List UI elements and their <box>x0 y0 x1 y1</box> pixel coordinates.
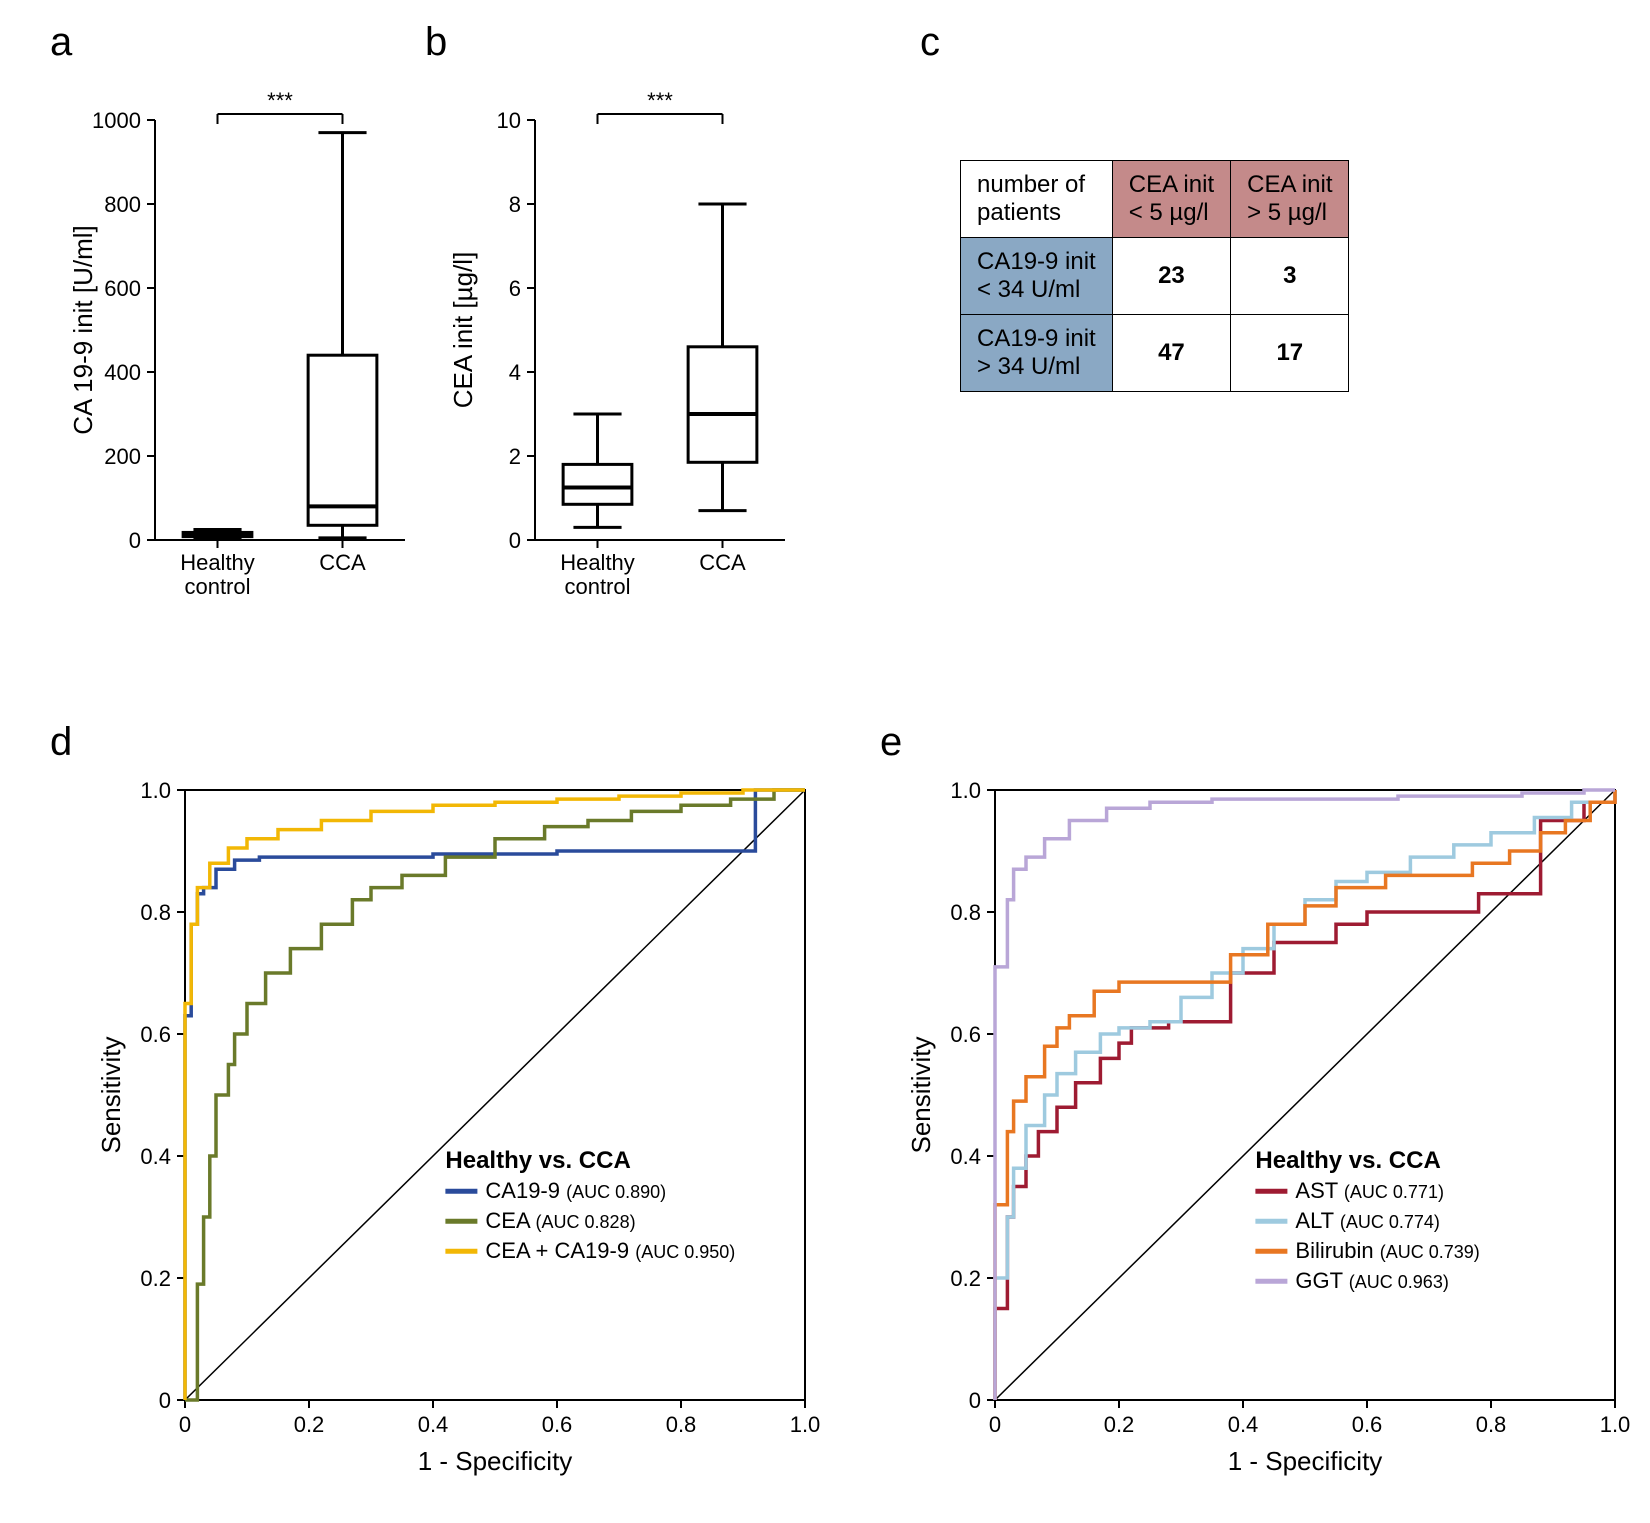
svg-text:0.2: 0.2 <box>950 1266 981 1291</box>
panel-label-b: b <box>425 20 447 65</box>
svg-text:0.8: 0.8 <box>666 1412 697 1437</box>
svg-text:0.8: 0.8 <box>950 900 981 925</box>
svg-text:CEA init [µg/l]: CEA init [µg/l] <box>450 252 478 409</box>
svg-text:1.0: 1.0 <box>1600 1412 1631 1437</box>
svg-text:0.8: 0.8 <box>140 900 171 925</box>
panel-label-d: d <box>50 720 72 765</box>
svg-text:AST (AUC 0.771): AST (AUC 0.771) <box>1295 1178 1444 1203</box>
svg-text:ALT (AUC 0.774): ALT (AUC 0.774) <box>1295 1208 1439 1233</box>
panel-label-e: e <box>880 720 902 765</box>
svg-text:GGT (AUC 0.963): GGT (AUC 0.963) <box>1295 1268 1448 1293</box>
svg-text:CCA: CCA <box>699 550 746 575</box>
svg-text:0.4: 0.4 <box>418 1412 449 1437</box>
svg-text:0: 0 <box>179 1412 191 1437</box>
svg-text:4: 4 <box>509 360 521 385</box>
svg-text:0: 0 <box>159 1388 171 1413</box>
panel-c-table: number ofpatientsCEA init< 5 µg/lCEA ini… <box>960 160 1349 392</box>
svg-text:0.4: 0.4 <box>950 1144 981 1169</box>
svg-text:Healthy: Healthy <box>560 550 635 575</box>
svg-text:1.0: 1.0 <box>790 1412 821 1437</box>
svg-text:1 - Specificity: 1 - Specificity <box>1228 1446 1383 1476</box>
svg-text:8: 8 <box>509 192 521 217</box>
panel-b-boxplot: 0 2 4 6 8 10 CEA init [µg/l] Healthycontrol CCA *… <box>450 70 800 655</box>
svg-text:Healthy vs. CCA: Healthy vs. CCA <box>445 1147 630 1174</box>
svg-text:0: 0 <box>129 528 141 553</box>
svg-text:0.4: 0.4 <box>1228 1412 1259 1437</box>
panel-label-c: c <box>920 20 940 65</box>
svg-text:600: 600 <box>104 276 141 301</box>
svg-text:control: control <box>564 574 630 599</box>
svg-text:1.0: 1.0 <box>950 778 981 803</box>
svg-text:Healthy vs. CCA: Healthy vs. CCA <box>1255 1147 1440 1174</box>
svg-text:CEA + CA19-9 (AUC 0.950): CEA + CA19-9 (AUC 0.950) <box>485 1238 735 1263</box>
figure: a b c d e 02004006008001000CA 19-9 init … <box>20 20 1630 1503</box>
svg-text:0.2: 0.2 <box>294 1412 325 1437</box>
svg-text:0.8: 0.8 <box>1476 1412 1507 1437</box>
svg-text:10: 10 <box>497 108 521 133</box>
svg-text:0.6: 0.6 <box>950 1022 981 1047</box>
svg-text:0.2: 0.2 <box>1104 1412 1135 1437</box>
svg-text:***: *** <box>267 88 293 113</box>
svg-text:Sensitivity: Sensitivity <box>906 1036 936 1153</box>
svg-text:control: control <box>184 574 250 599</box>
svg-text:200: 200 <box>104 444 141 469</box>
svg-text:0.6: 0.6 <box>1352 1412 1383 1437</box>
svg-text:CCA: CCA <box>319 550 366 575</box>
svg-text:0: 0 <box>969 1388 981 1413</box>
svg-text:1 - Specificity: 1 - Specificity <box>418 1446 573 1476</box>
svg-text:0.6: 0.6 <box>140 1022 171 1047</box>
svg-text:0.4: 0.4 <box>140 1144 171 1169</box>
svg-text:CEA (AUC 0.828): CEA (AUC 0.828) <box>485 1208 635 1233</box>
svg-text:800: 800 <box>104 192 141 217</box>
panel-d-roc: 0 0.2 0.4 0.6 0.8 1.0 0 0.2 0.4 0.6 0.8 1.0 1 - Spec… <box>90 770 830 1495</box>
svg-text:1.0: 1.0 <box>140 778 171 803</box>
svg-text:0.6: 0.6 <box>542 1412 573 1437</box>
svg-text:***: *** <box>647 88 673 113</box>
svg-text:400: 400 <box>104 360 141 385</box>
svg-text:Sensitivity: Sensitivity <box>96 1036 126 1153</box>
svg-text:1000: 1000 <box>92 108 141 133</box>
panel-label-a: a <box>50 20 72 65</box>
panel-e-roc: 0 0.2 0.4 0.6 0.8 1.0 0 0.2 0.4 0.6 0.8 1.0 1 - Spec… <box>900 770 1640 1495</box>
svg-text:Bilirubin (AUC 0.739): Bilirubin (AUC 0.739) <box>1295 1238 1479 1263</box>
svg-text:0: 0 <box>989 1412 1001 1437</box>
svg-text:6: 6 <box>509 276 521 301</box>
svg-text:CA 19-9 init [U/ml]: CA 19-9 init [U/ml] <box>70 225 98 435</box>
svg-text:2: 2 <box>509 444 521 469</box>
panel-a-boxplot: 0 200 400 600 800 1000 CA 19-9 init [U/ml] Heal… <box>70 70 420 655</box>
svg-text:CA19-9 (AUC 0.890): CA19-9 (AUC 0.890) <box>485 1178 666 1203</box>
svg-text:Healthy: Healthy <box>180 550 255 575</box>
svg-text:0: 0 <box>509 528 521 553</box>
svg-text:0.2: 0.2 <box>140 1266 171 1291</box>
